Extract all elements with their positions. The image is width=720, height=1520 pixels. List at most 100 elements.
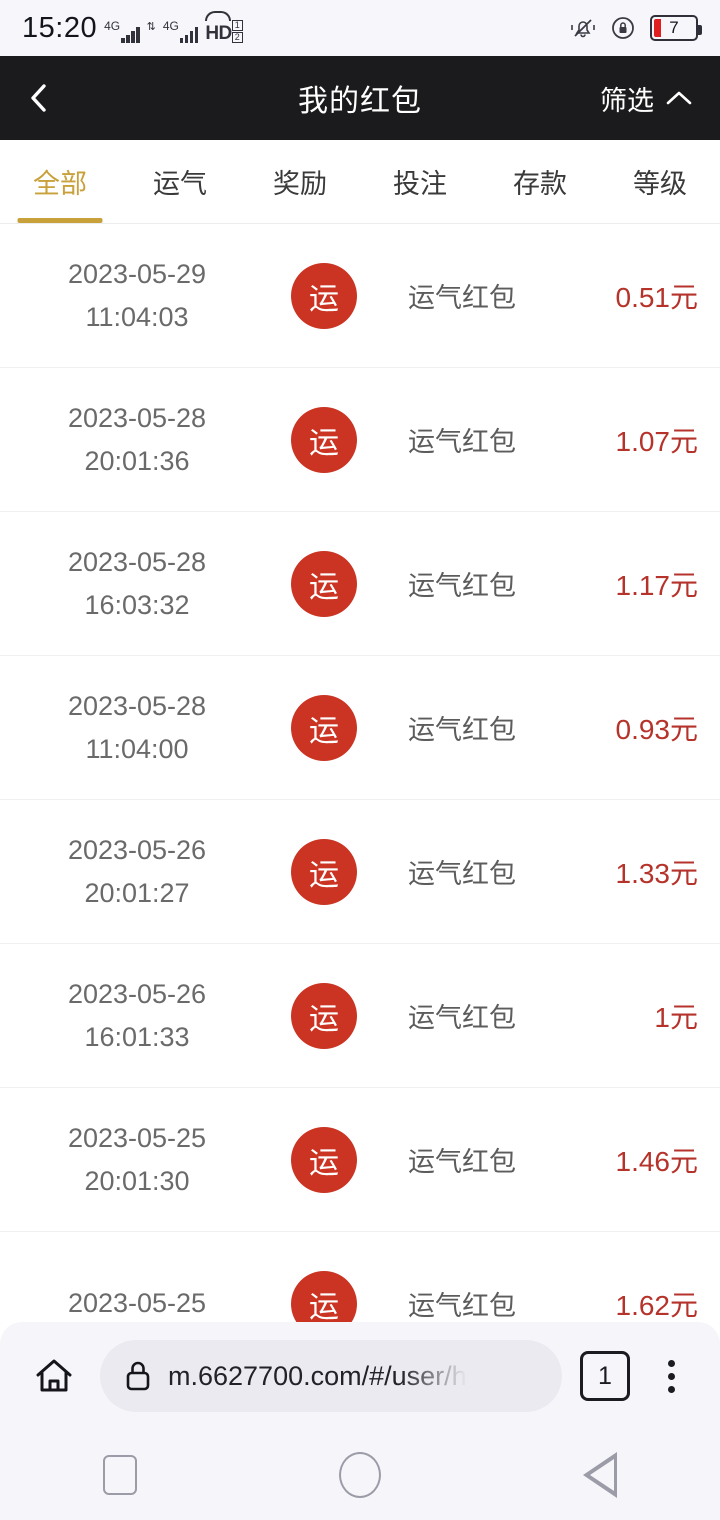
signal-bars: [121, 26, 140, 43]
signal-4g-icon: 4G: [104, 20, 140, 43]
row-badge-cell: 运: [268, 838, 380, 905]
home-button[interactable]: [26, 1348, 82, 1404]
home-nav-button[interactable]: [240, 1452, 480, 1498]
redpacket-list[interactable]: 2023-05-29 11:04:03 运 运气红包 0.51元 2023-05…: [0, 224, 720, 1520]
tab-reward[interactable]: 奖励: [273, 169, 327, 199]
row-time: 16:01:33: [84, 1021, 190, 1052]
back-nav-button[interactable]: [480, 1452, 720, 1498]
tab-deposit[interactable]: 存款: [513, 169, 567, 199]
tab-all[interactable]: 全部: [0, 140, 120, 223]
row-amount: 1.17元: [615, 569, 699, 601]
home-circle-icon: [339, 1452, 381, 1498]
lock-icon: [126, 1361, 150, 1391]
url-bar[interactable]: m.6627700.com/#/user/h: [100, 1340, 562, 1412]
filter-button[interactable]: 筛选: [600, 79, 694, 118]
signal-bars-2: [179, 26, 199, 43]
luck-badge-icon: 运: [291, 838, 357, 905]
row-time: 20:01:27: [84, 877, 190, 908]
android-nav-bar: [0, 1430, 720, 1520]
row-type: 运气红包: [408, 715, 516, 745]
row-type: 运气红包: [408, 1003, 516, 1033]
row-datetime: 2023-05-25 20:01:30: [0, 1117, 268, 1203]
signal-4g-icon-2: 4G: [163, 20, 199, 43]
row-type: 运气红包: [408, 571, 516, 601]
data-transfer-icon: ⇅: [146, 20, 156, 33]
table-row[interactable]: 2023-05-26 20:01:27 运 运气红包 1.33元: [0, 800, 720, 944]
row-date: 2023-05-28: [67, 690, 207, 721]
volte-hd-label: HD: [205, 22, 232, 44]
network-type-label-2: 4G: [162, 18, 179, 33]
table-row[interactable]: 2023-05-28 11:04:00 运 运气红包 0.93元: [0, 656, 720, 800]
chevron-up-icon: [666, 91, 692, 105]
row-badge-cell: 运: [268, 406, 380, 473]
luck-badge-icon: 运: [291, 550, 357, 617]
tab-bar: 全部 运气 奖励 投注 存款 等级: [0, 140, 720, 224]
row-time: 11:04:00: [85, 733, 189, 764]
table-row[interactable]: 2023-05-28 20:01:36 运 运气红包 1.07元: [0, 368, 720, 512]
chevron-left-icon: [31, 84, 46, 112]
row-date: 2023-05-29: [67, 258, 207, 289]
row-type: 运气红包: [408, 427, 516, 457]
back-button[interactable]: [26, 76, 70, 120]
battery-level-label: 7: [669, 18, 679, 37]
row-time: 16:03:32: [84, 589, 190, 620]
row-date: 2023-05-26: [67, 978, 207, 1009]
tab-counter-button[interactable]: 1: [580, 1351, 630, 1401]
row-datetime: 2023-05-26 16:01:33: [0, 973, 268, 1059]
row-date: 2023-05-28: [67, 402, 207, 433]
row-badge-cell: 运: [268, 982, 380, 1049]
row-amount: 1元: [654, 1001, 698, 1033]
row-amount: 0.93元: [615, 713, 699, 745]
status-bar: 15:20 4G ⇅ 4G HD 1 2: [0, 0, 720, 56]
filter-label: 筛选: [600, 85, 654, 116]
row-date: 2023-05-28: [67, 546, 207, 577]
tab-count-label: 1: [598, 1361, 612, 1390]
luck-badge-icon: 运: [291, 1126, 357, 1193]
luck-badge-icon: 运: [291, 262, 357, 329]
mute-bell-icon: [570, 15, 596, 41]
volte-sim-box: 1 2: [231, 19, 243, 43]
row-time: 11:04:03: [85, 301, 189, 332]
row-badge-cell: 运: [268, 262, 380, 329]
row-date: 2023-05-26: [67, 834, 207, 865]
recents-button[interactable]: [0, 1455, 240, 1495]
row-date: 2023-05-25: [67, 1122, 207, 1153]
status-bar-left: 15:20 4G ⇅ 4G HD 1 2: [22, 10, 243, 44]
row-type: 运气红包: [408, 859, 516, 889]
table-row[interactable]: 2023-05-26 16:01:33 运 运气红包 1元: [0, 944, 720, 1088]
row-type: 运气红包: [408, 1291, 516, 1321]
row-datetime: 2023-05-26 20:01:27: [0, 829, 268, 915]
table-row[interactable]: 2023-05-29 11:04:03 运 运气红包 0.51元: [0, 224, 720, 368]
volte-sim-top: 1: [231, 19, 243, 31]
network-type-label: 4G: [104, 18, 121, 33]
row-datetime: 2023-05-29 11:04:03: [0, 253, 268, 339]
row-badge-cell: 运: [268, 694, 380, 761]
row-amount: 1.33元: [615, 857, 699, 889]
row-amount: 0.51元: [615, 281, 699, 313]
row-time: 20:01:30: [84, 1165, 190, 1196]
app-header: 我的红包 筛选: [0, 56, 720, 140]
luck-badge-icon: 运: [291, 406, 357, 473]
row-badge-cell: 运: [268, 550, 380, 617]
url-text: m.6627700.com/#/user/h: [168, 1360, 467, 1391]
rotation-lock-icon: [610, 15, 636, 41]
volte-arc: [205, 10, 232, 21]
row-badge-cell: 运: [268, 1126, 380, 1193]
battery-level-fill: [654, 19, 661, 37]
table-row[interactable]: 2023-05-25 20:01:30 运 运气红包 1.46元: [0, 1088, 720, 1232]
tab-luck[interactable]: 运气: [153, 169, 207, 199]
volte-sim-bottom: 2: [231, 31, 243, 43]
tab-level[interactable]: 等级: [633, 169, 687, 199]
tab-bet[interactable]: 投注: [393, 169, 447, 199]
back-triangle-icon: [583, 1452, 617, 1498]
row-type: 运气红包: [408, 283, 516, 313]
overflow-menu-icon[interactable]: [648, 1359, 694, 1393]
home-icon: [36, 1359, 72, 1392]
row-amount: 1.46元: [615, 1145, 699, 1177]
status-time: 15:20: [22, 11, 98, 44]
status-bar-right: 7: [570, 15, 702, 41]
recents-square-icon: [103, 1455, 137, 1495]
table-row[interactable]: 2023-05-28 16:03:32 运 运气红包 1.17元: [0, 512, 720, 656]
row-date: 2023-05-25: [67, 1288, 207, 1318]
row-datetime: 2023-05-28 20:01:36: [0, 397, 268, 483]
